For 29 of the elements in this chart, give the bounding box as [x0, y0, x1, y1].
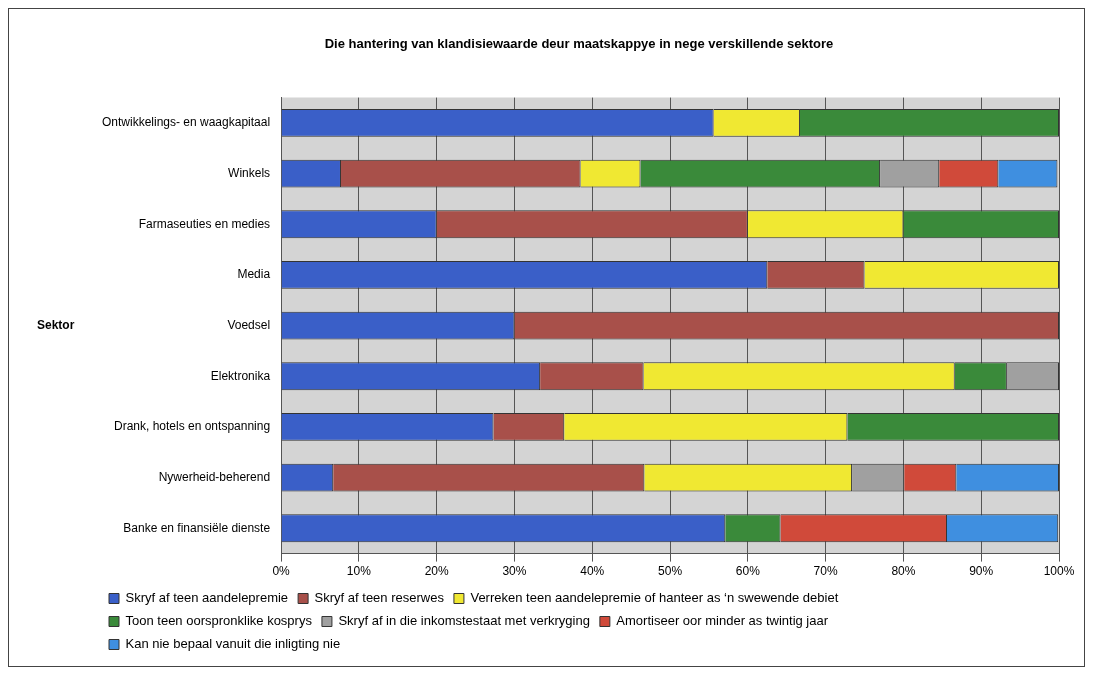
x-tick-label: 100% [1043, 564, 1075, 579]
y-tick-label: Nywerheid-beherend [158, 469, 271, 484]
legend-label: Toon teen oorspronklike kosprys [125, 613, 313, 629]
y-axis-title: Sektor [37, 317, 75, 332]
chart-title: Die hantering van klandisiewaarde deur maatskappye in nege verskillende sektore [324, 36, 834, 52]
y-tick-label: Voedsel [227, 317, 271, 332]
y-tick-label: Media [237, 267, 271, 282]
x-tick-label: 20% [424, 564, 449, 579]
legend-label: Kan nie bepaal vanuit die inligting nie [125, 636, 341, 652]
legend-label: Skryf af in die inkomstestaat met verkryging [338, 613, 590, 629]
legend-label: Skryf af teen aandelepremie [125, 590, 289, 606]
y-tick-label: Ontwikkelings- en waagkapitaal [101, 115, 271, 130]
y-tick-label: Banke en finansiële dienste [123, 520, 271, 535]
legend-label: Amortiseer oor minder as twintig jaar [616, 613, 829, 629]
legend-label: Skryf af teen reserwes [314, 590, 445, 606]
x-tick-label: 30% [502, 564, 527, 579]
y-tick-label: Elektronika [210, 368, 271, 383]
x-tick-label: 70% [813, 564, 838, 579]
x-tick-label: 80% [891, 564, 916, 579]
x-tick-label: 0% [272, 564, 291, 579]
x-tick-label: 90% [969, 564, 994, 579]
x-tick-label: 50% [658, 564, 683, 579]
y-tick-label: Farmaseuties en medies [138, 216, 271, 231]
x-tick-label: 40% [580, 564, 605, 579]
legend-label: Verreken teen aandelepremie of hanteer as ‘n swewende debiet [470, 590, 839, 606]
x-tick-label: 60% [735, 564, 761, 579]
y-tick-label: Drank, hotels en ontspanning [113, 419, 271, 434]
x-tick-label: 10% [346, 564, 372, 579]
y-tick-label: Winkels [228, 165, 271, 180]
